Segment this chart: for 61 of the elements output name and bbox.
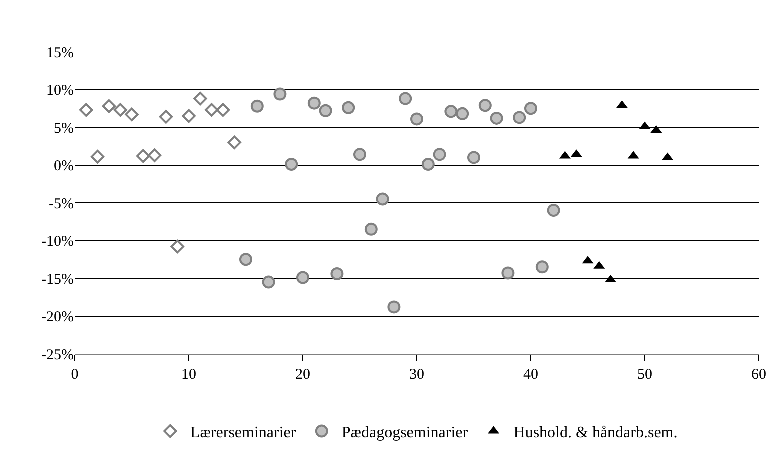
point (444, 105, 458, 118)
point (194, 92, 208, 106)
point (262, 276, 276, 289)
point (240, 253, 252, 266)
point (204, 103, 219, 117)
point (354, 148, 366, 162)
point (274, 88, 287, 101)
point (285, 158, 298, 171)
point (513, 111, 526, 124)
point (524, 102, 538, 116)
x-tick-label: 0 (71, 367, 79, 383)
y-tick-label: -15% (42, 272, 74, 288)
point (364, 222, 378, 236)
point (490, 112, 504, 125)
point (90, 150, 105, 164)
point (296, 271, 310, 284)
y-tick-label: -20% (42, 310, 74, 326)
y-tick-label: -10% (42, 234, 74, 250)
point (319, 104, 332, 118)
point (433, 148, 446, 162)
point (456, 107, 470, 120)
point (308, 96, 321, 110)
x-tick-label: 20 (296, 367, 310, 383)
y-tick-label: 0% (54, 158, 74, 174)
point (399, 92, 412, 106)
y-tick-label: -5% (49, 196, 74, 212)
point (159, 110, 174, 124)
point (148, 148, 162, 162)
legend-label: Hushold. & håndarb.sem. (514, 424, 678, 442)
point (216, 103, 230, 117)
point (170, 240, 184, 254)
y-tick-label: 15% (46, 45, 74, 62)
x-tick-label: 10 (182, 367, 196, 383)
point (136, 149, 150, 164)
y-tick-label: 5% (54, 120, 74, 137)
y-tick-label: 10% (46, 83, 74, 99)
point (330, 267, 344, 280)
point (388, 300, 401, 314)
point (547, 204, 560, 218)
point (502, 266, 515, 280)
point (102, 100, 116, 114)
x-tick-label: 30 (410, 367, 424, 383)
x-tick-label: 40 (524, 367, 538, 383)
point (250, 100, 264, 113)
point (468, 151, 480, 164)
point (125, 108, 139, 122)
legend-label: Pædagogseminarier (342, 424, 469, 442)
y-tick-label: -25% (42, 347, 74, 364)
point (182, 109, 196, 124)
x-tick-label: 50 (638, 367, 652, 383)
point (376, 192, 390, 206)
point (410, 112, 424, 126)
legend-label: Lærerseminarier (190, 424, 297, 442)
point (228, 136, 242, 150)
point (114, 103, 128, 117)
point (478, 99, 492, 112)
point (342, 101, 356, 114)
x-tick-label: 60 (752, 367, 766, 383)
point (422, 158, 435, 171)
point (536, 260, 549, 274)
point (80, 103, 94, 117)
